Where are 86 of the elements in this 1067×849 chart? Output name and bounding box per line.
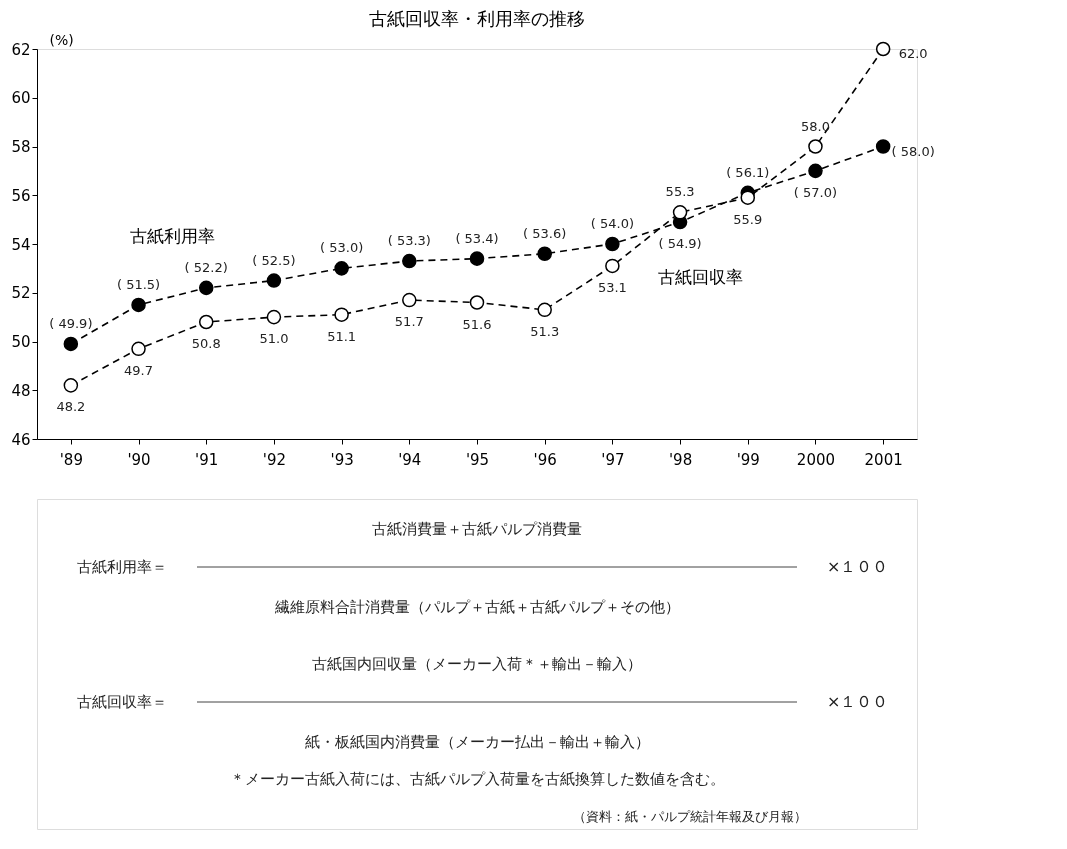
- x-tick-label: '91: [195, 450, 219, 469]
- data-label: 51.3: [530, 323, 560, 339]
- series-label: 古紙回収率: [657, 267, 743, 288]
- point: [402, 292, 417, 308]
- text: 古紙回収率＝: [77, 693, 167, 711]
- point: [334, 261, 349, 276]
- data-label: 62.0: [898, 46, 928, 61]
- text: 古紙利用率＝: [77, 558, 167, 576]
- y-tick-label: 48: [11, 381, 31, 400]
- text: 古紙利用率: [129, 225, 215, 246]
- data-label: 55.9: [733, 211, 763, 227]
- text: ＊メーカー古紙入荷には、古紙パルプ入荷量を古紙換算した数値を含む。: [229, 770, 725, 788]
- text: 古紙消費量＋古紙パルプ消費量: [372, 520, 582, 538]
- y-tick-label: 52: [11, 284, 31, 303]
- data-label: ( 53.3): [387, 233, 431, 249]
- y-axis-title: (%): [49, 31, 74, 48]
- point: [469, 295, 485, 310]
- point: [537, 246, 552, 262]
- data-label: ( 57.0): [793, 184, 838, 200]
- y-tick-label: 58: [11, 138, 31, 156]
- data-label: ( 49.9): [49, 315, 93, 331]
- text: （資料：紙・パルプ統計年報及び月報）: [573, 809, 807, 824]
- text: 繊維原料合計消費量（パルプ＋古紙＋古紙パルプ＋その他）: [273, 598, 680, 616]
- x-tick-label: '98: [668, 450, 693, 469]
- x-tick-label: '93: [330, 450, 354, 469]
- data-label: 49.7: [124, 362, 154, 378]
- chart-title: 古紙回収率・利用率の推移: [369, 8, 585, 29]
- data-label: ( 56.1): [726, 164, 770, 180]
- data-label: 51.1: [327, 328, 357, 344]
- data-label: 55.3: [665, 184, 695, 200]
- point: [672, 205, 688, 220]
- data-label: 53.1: [597, 279, 627, 295]
- point: [469, 251, 485, 266]
- data-label: ( 53.6): [523, 225, 567, 241]
- point: [875, 41, 891, 57]
- point: [402, 253, 417, 269]
- data-label: 51.0: [259, 331, 289, 347]
- text: ×１００: [827, 557, 889, 576]
- data-label: ( 53.0): [320, 240, 364, 256]
- point: [605, 236, 620, 252]
- x-tick-label: '96: [533, 450, 557, 469]
- point: [63, 378, 79, 393]
- data-label: ( 58.0): [891, 143, 935, 159]
- point: [605, 258, 620, 274]
- point: [266, 309, 282, 325]
- point: [875, 139, 891, 154]
- point: [808, 139, 823, 154]
- point: [808, 163, 823, 179]
- point: [131, 341, 146, 357]
- y-tick-label: 62: [11, 40, 31, 59]
- x-tick-label: '94: [398, 450, 422, 469]
- text: 古紙国内回収量（メーカー入荷＊＋輸出－輸入）: [312, 655, 642, 673]
- point: [266, 273, 282, 288]
- y-tick-label: 46: [11, 430, 31, 449]
- data-label: 51.7: [394, 314, 424, 330]
- data-label: ( 53.4): [455, 230, 499, 246]
- x-tick-label: 2000: [796, 450, 836, 469]
- point: [198, 314, 214, 330]
- point: [334, 307, 349, 322]
- text: 紙・板紙国内消費量（メーカー払出－輸出＋輸入）: [304, 733, 650, 751]
- data-label: 51.6: [462, 316, 492, 332]
- point: [198, 280, 214, 296]
- x-tick-label: '99: [736, 450, 760, 469]
- data-label: ( 52.5): [252, 252, 296, 268]
- text: ×１００: [827, 692, 889, 711]
- point: [740, 190, 756, 205]
- y-tick-label: 50: [11, 333, 31, 351]
- x-tick-label: 2001: [864, 450, 903, 469]
- point: [131, 297, 146, 313]
- x-tick-label: '90: [127, 450, 151, 469]
- point: [537, 302, 552, 318]
- point: [63, 336, 79, 352]
- data-label: ( 54.9): [658, 236, 702, 252]
- x-tick-label: '89: [59, 450, 83, 469]
- y-tick-label: 56: [11, 186, 31, 205]
- x-tick-label: '95: [465, 450, 490, 469]
- data-label: 58.0: [800, 118, 830, 134]
- data-label: ( 54.0): [590, 216, 634, 231]
- data-label: 50.8: [191, 336, 221, 351]
- y-tick-label: 60: [11, 89, 31, 108]
- data-label: ( 51.5): [116, 276, 161, 292]
- x-tick-label: '97: [601, 450, 625, 469]
- data-label: ( 52.2): [184, 259, 228, 275]
- x-tick-label: '92: [262, 450, 287, 469]
- y-tick-label: 54: [11, 235, 31, 254]
- data-label: 48.2: [56, 399, 86, 415]
